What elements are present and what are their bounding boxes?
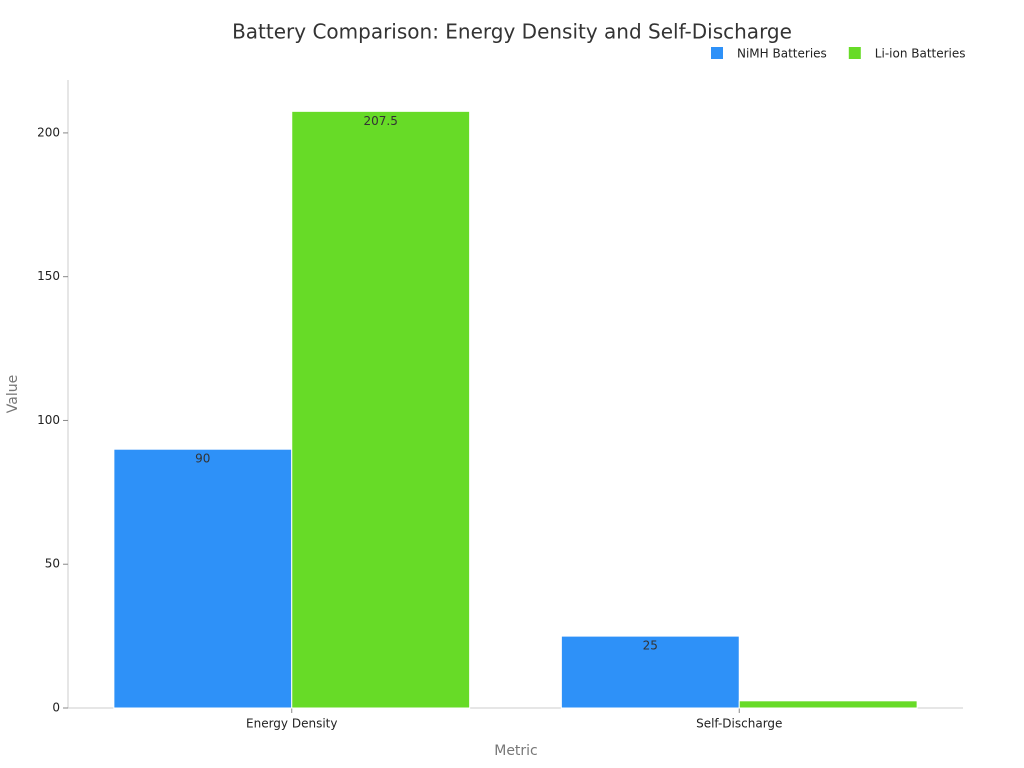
legend-label: Li-ion Batteries — [875, 47, 966, 61]
legend-label: NiMH Batteries — [737, 47, 827, 61]
value-label: 207.5 — [364, 114, 398, 128]
chart-title: Battery Comparison: Energy Density and S… — [232, 20, 792, 44]
x-tick-label: Self-Discharge — [696, 717, 782, 731]
legend-swatch — [711, 47, 723, 59]
value-label: 25 — [643, 639, 658, 653]
y-tick-label: 200 — [37, 125, 60, 139]
y-axis-title: Value — [5, 375, 21, 413]
x-axis-title: Metric — [494, 743, 538, 759]
x-tick-label: Energy Density — [246, 717, 337, 731]
y-tick-label: 150 — [37, 269, 60, 283]
y-tick-label: 0 — [52, 701, 60, 715]
legend-swatch — [848, 47, 861, 59]
bar — [291, 110, 471, 709]
bar — [560, 635, 740, 709]
value-label: 90 — [195, 452, 210, 466]
bar — [738, 700, 918, 709]
y-tick-label: 50 — [45, 557, 60, 571]
y-tick-label: 100 — [37, 413, 60, 427]
bar — [113, 448, 293, 709]
